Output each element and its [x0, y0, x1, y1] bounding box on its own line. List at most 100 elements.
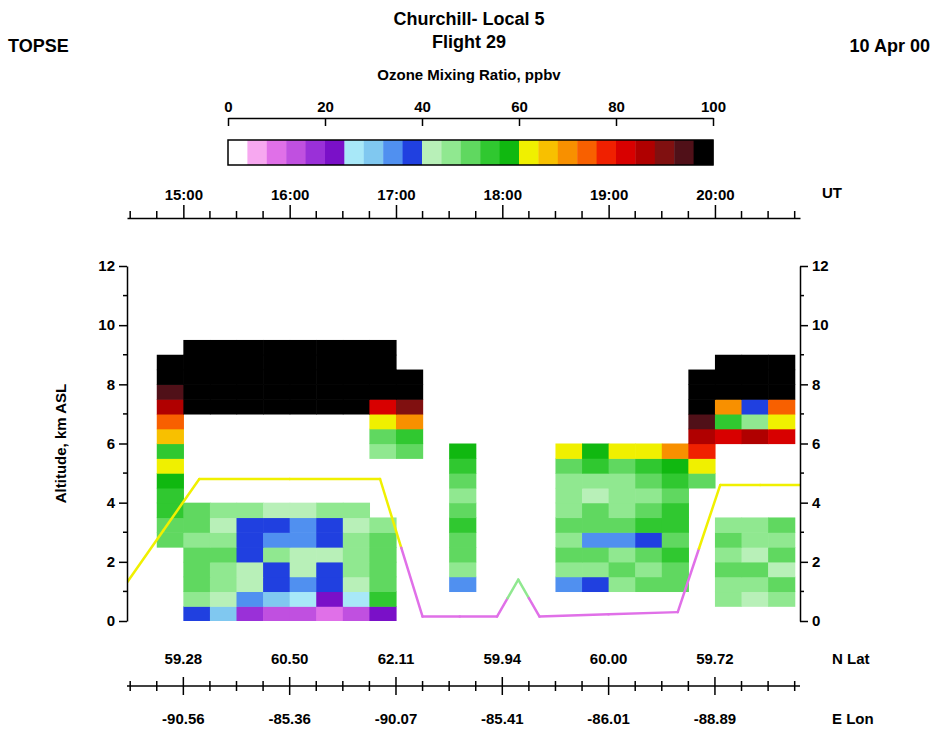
- lon-label: -90.56: [162, 710, 205, 727]
- heatmap-cell: [316, 399, 343, 414]
- lat-lon-minor-tick: [688, 681, 690, 691]
- x-minor-tick: [369, 211, 371, 218]
- heatmap-cell: [369, 444, 396, 459]
- heatmap-cell: [157, 488, 184, 503]
- lat-lon-tick: [608, 677, 610, 695]
- y-tick-label: 12: [98, 257, 115, 274]
- y-tick: 8: [107, 376, 127, 393]
- heatmap-cell: [396, 444, 423, 459]
- colorbar-swatch: [247, 140, 267, 165]
- heatmap-cell: [609, 444, 636, 459]
- x-tick: 20:00: [696, 186, 734, 218]
- heatmap-cell: [449, 562, 476, 577]
- x-tick: 15:00: [165, 186, 203, 218]
- heatmap-cell: [263, 606, 290, 621]
- lat-lon-minor-tick: [422, 681, 424, 691]
- colorbar-tick-mark: [713, 118, 715, 126]
- heatmap-cell: [369, 414, 396, 429]
- title: Churchill- Local 5: [393, 9, 544, 29]
- heatmap-cell: [290, 340, 317, 355]
- x-minor-tick: [661, 211, 663, 218]
- heatmap-cell: [715, 399, 742, 414]
- lon-label: -88.89: [694, 710, 737, 727]
- heatmap-cell: [688, 429, 715, 444]
- heatmap-cell: [635, 577, 662, 592]
- heatmap-cell: [290, 370, 317, 385]
- lat-lon-tick: [714, 677, 716, 695]
- heatmap-cell: [263, 340, 290, 355]
- heatmap-cell: [742, 532, 769, 547]
- heatmap-cell: [396, 384, 423, 399]
- heatmap-cell: [768, 517, 795, 532]
- colorbar-axis: 020406080100: [224, 98, 726, 126]
- heatmap-cell: [662, 517, 689, 532]
- colorbar-tick-label: 40: [414, 98, 431, 115]
- heatmap-cell: [183, 399, 210, 414]
- colorbar-swatch: [422, 140, 442, 165]
- lat-label: 59.28: [165, 650, 203, 667]
- y-tick: 6: [800, 435, 820, 452]
- heatmap-cell: [635, 488, 662, 503]
- y-tick-mark: [800, 266, 808, 268]
- colorbar-swatch: [577, 140, 597, 165]
- heatmap-cell: [183, 547, 210, 562]
- chart-svg: TOPSEChurchill- Local 5Flight 2910 Apr 0…: [0, 0, 938, 736]
- heatmap-cell: [609, 517, 636, 532]
- x-tick-mark: [608, 205, 610, 218]
- colorbar-swatch: [635, 140, 655, 165]
- y-tick-label: 8: [107, 376, 115, 393]
- heatmap-cell: [183, 355, 210, 370]
- colorbar-tick: 40: [414, 98, 431, 126]
- y-minor-tick: [800, 532, 804, 534]
- colorbar-swatch: [267, 140, 287, 165]
- heatmap-cell: [555, 458, 582, 473]
- heatmap-cell: [662, 503, 689, 518]
- colorbar-swatch: [519, 140, 539, 165]
- y-tick-label: 6: [107, 435, 115, 452]
- heatmap-cell: [183, 577, 210, 592]
- x-tick: 18:00: [484, 186, 522, 218]
- y-tick: 10: [800, 316, 829, 333]
- heatmap-cell: [290, 591, 317, 606]
- x-tick-label: 19:00: [590, 186, 628, 203]
- heatmap-cell: [369, 370, 396, 385]
- lat-lon-minor-tick: [555, 681, 557, 691]
- y-tick-label: 4: [107, 494, 116, 511]
- heatmap-cell: [609, 473, 636, 488]
- x-tick-label: 20:00: [696, 186, 734, 203]
- heatmap-cell: [609, 562, 636, 577]
- heatmap-cell: [635, 532, 662, 547]
- heatmap-cell: [183, 340, 210, 355]
- colorbar-swatch: [597, 140, 617, 165]
- lat-lon-minor-tick: [634, 681, 636, 691]
- heatmap-cell: [742, 517, 769, 532]
- heatmap-cell: [183, 384, 210, 399]
- colorbar-swatch: [364, 140, 384, 165]
- lat-lon-minor-tick: [129, 681, 131, 691]
- heatmap-cell: [290, 355, 317, 370]
- lat-lon-minor-tick: [794, 681, 796, 691]
- heatmap-cell: [316, 340, 343, 355]
- heatmap-cell: [635, 473, 662, 488]
- flight-track: [401, 548, 422, 617]
- colorbar-swatch: [461, 140, 481, 165]
- header-left: TOPSE: [8, 36, 69, 56]
- heatmap-cell: [316, 517, 343, 532]
- y-axis-left: 024681012: [98, 257, 127, 629]
- heatmap-cell: [582, 444, 609, 459]
- lat-lon-minor-tick: [262, 681, 264, 691]
- x-minor-tick: [209, 211, 211, 218]
- y-tick-mark: [119, 266, 127, 268]
- y-tick: 2: [800, 553, 820, 570]
- y-minor-tick: [123, 532, 127, 534]
- colorbar-tick: 0: [224, 98, 232, 126]
- heatmap-cell: [183, 591, 210, 606]
- heatmap-cell: [369, 577, 396, 592]
- heatmap-cell: [715, 547, 742, 562]
- x-axis-top: 15:0016:0017:0018:0019:0020:00: [128, 186, 801, 219]
- heatmap-cell: [369, 591, 396, 606]
- y-tick-mark: [800, 384, 808, 386]
- y-minor-tick: [123, 295, 127, 297]
- heatmap-cell: [237, 547, 264, 562]
- colorbar-tick-mark: [325, 118, 327, 126]
